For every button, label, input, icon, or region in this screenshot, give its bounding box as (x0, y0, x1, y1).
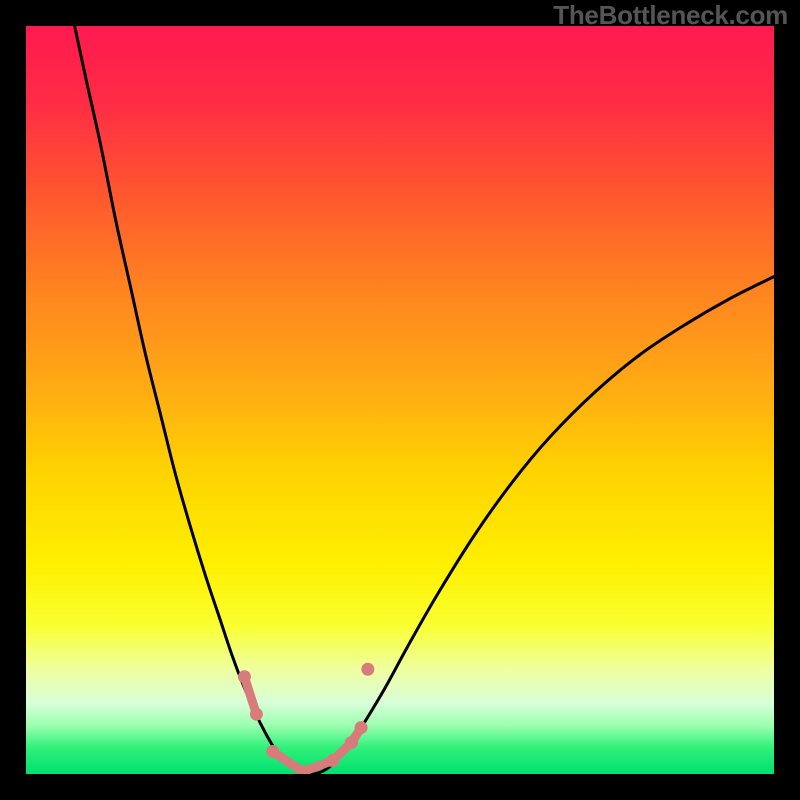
highlight-dot (266, 745, 279, 758)
highlight-dot (361, 663, 374, 676)
highlight-dot (355, 721, 368, 734)
bottleneck-chart (26, 26, 774, 774)
chart-frame: TheBottleneck.com (0, 0, 800, 800)
highlight-dot (326, 754, 339, 767)
highlight-dot (345, 736, 358, 749)
highlight-dot (250, 708, 263, 721)
highlight-dot (238, 670, 251, 683)
